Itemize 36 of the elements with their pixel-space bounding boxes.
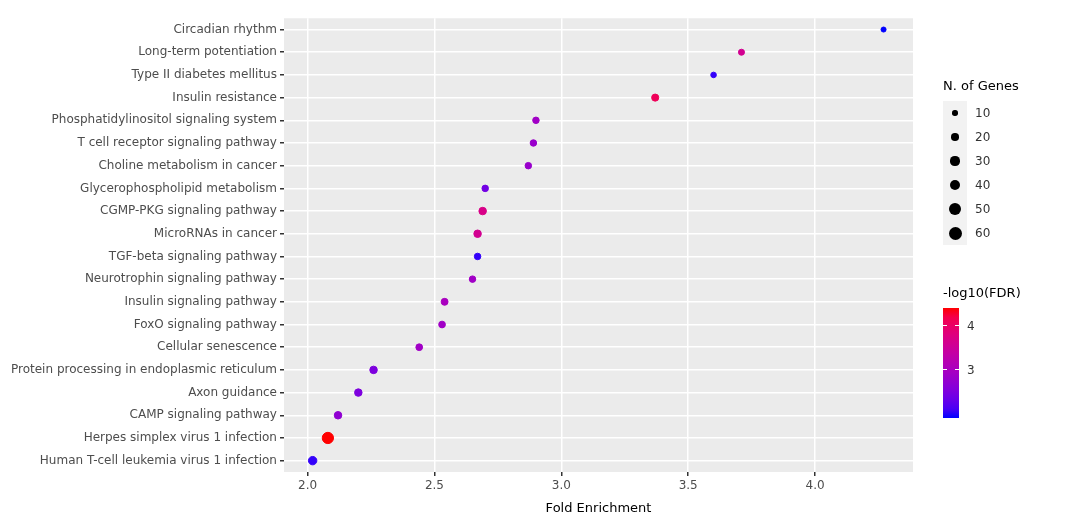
- y-tick-label: T cell receptor signaling pathway: [76, 135, 277, 150]
- legend-label: 10: [975, 106, 991, 120]
- color-bar-label: 3: [967, 361, 975, 378]
- color-bar-title: -log10(FDR): [943, 285, 1021, 300]
- y-tick-label: Insulin resistance: [172, 89, 277, 104]
- color-bar-label: 4: [967, 317, 975, 334]
- y-tick-label: Type II diabetes mellitus: [130, 67, 277, 82]
- y-tick-label: Human T-cell leukemia virus 1 infection: [39, 452, 277, 467]
- y-tick-label: Insulin signaling pathway: [124, 293, 277, 308]
- y-tick-label: Neurotrophin signaling pathway: [84, 271, 277, 286]
- y-tick-label: CGMP-PKG signaling pathway: [100, 203, 277, 218]
- x-tick-label: 4.0: [805, 478, 825, 493]
- legend-label: 50: [975, 202, 991, 216]
- y-tick-label: FoxO signaling pathway: [133, 316, 277, 331]
- x-tick-label: 2.5: [424, 478, 444, 493]
- legend-label: 40: [975, 178, 991, 192]
- x-axis-title: Fold Enrichment: [545, 499, 652, 515]
- y-tick-label: CAMP signaling pathway: [129, 407, 277, 422]
- y-tick-label: Glycerophospholipid metabolism: [80, 180, 277, 195]
- x-tick-label: 3.0: [551, 478, 571, 493]
- legend-label: 30: [975, 154, 991, 168]
- legend-title: N. of Genes: [943, 78, 1020, 93]
- y-tick-label: Axon guidance: [188, 384, 277, 399]
- y-tick-label: Herpes simplex virus 1 infection: [83, 430, 277, 445]
- y-tick-label: TGF-beta signaling pathway: [107, 248, 277, 263]
- x-tick-label: 3.5: [678, 478, 698, 493]
- y-tick-label: Long-term potentiation: [138, 44, 277, 59]
- legend-label: 60: [975, 226, 991, 240]
- y-tick-label: MicroRNAs in cancer: [153, 225, 278, 240]
- y-tick-label: Protein processing in endoplasmic reticulum: [11, 362, 277, 377]
- y-tick-label: Circadian rhythm: [173, 21, 277, 36]
- legend-label: 20: [975, 130, 991, 144]
- y-tick-label: Cellular senescence: [157, 339, 277, 354]
- x-tick-label: 2.0: [298, 478, 318, 493]
- y-tick-label: Choline metabolism in cancer: [98, 157, 278, 172]
- y-tick-label: Phosphatidylinositol signaling system: [51, 112, 277, 127]
